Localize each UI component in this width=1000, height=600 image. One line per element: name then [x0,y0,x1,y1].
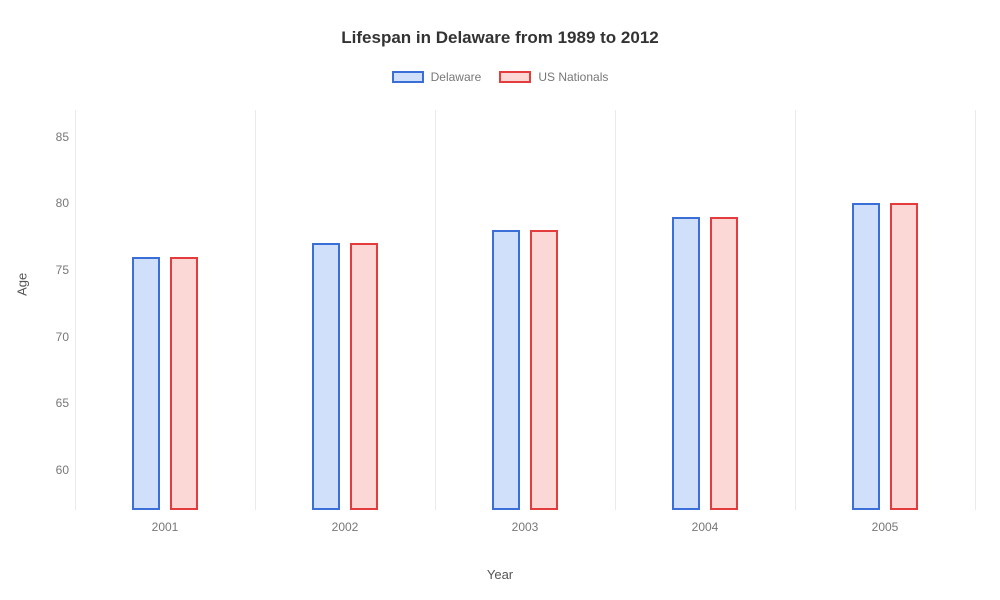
y-axis-label: Age [15,273,30,296]
x-tick-label: 2001 [152,520,179,534]
x-tick-label: 2002 [332,520,359,534]
legend-label: US Nationals [538,70,608,84]
plot-area: 20012002200320042005606570758085 [75,110,975,510]
bar [132,257,160,510]
x-axis-label: Year [487,567,513,582]
bar [492,230,520,510]
legend-swatch [392,71,424,83]
y-tick-label: 65 [43,396,69,410]
bar [530,230,558,510]
gridline [615,110,616,510]
x-tick-label: 2003 [512,520,539,534]
legend-item: Delaware [392,70,482,84]
y-tick-label: 60 [43,463,69,477]
gridline [975,110,976,510]
bar [710,217,738,510]
legend-label: Delaware [431,70,482,84]
bar [312,243,340,510]
chart-title: Lifespan in Delaware from 1989 to 2012 [0,0,1000,48]
legend: Delaware US Nationals [0,70,1000,84]
bar [852,203,880,510]
y-tick-label: 85 [43,130,69,144]
y-tick-label: 80 [43,196,69,210]
x-tick-label: 2005 [872,520,899,534]
legend-swatch [499,71,531,83]
bar [672,217,700,510]
gridline [795,110,796,510]
y-tick-label: 75 [43,263,69,277]
x-tick-label: 2004 [692,520,719,534]
bar [890,203,918,510]
y-tick-label: 70 [43,330,69,344]
gridline [75,110,76,510]
gridline [255,110,256,510]
gridline [435,110,436,510]
bar [350,243,378,510]
legend-item: US Nationals [499,70,608,84]
bar [170,257,198,510]
